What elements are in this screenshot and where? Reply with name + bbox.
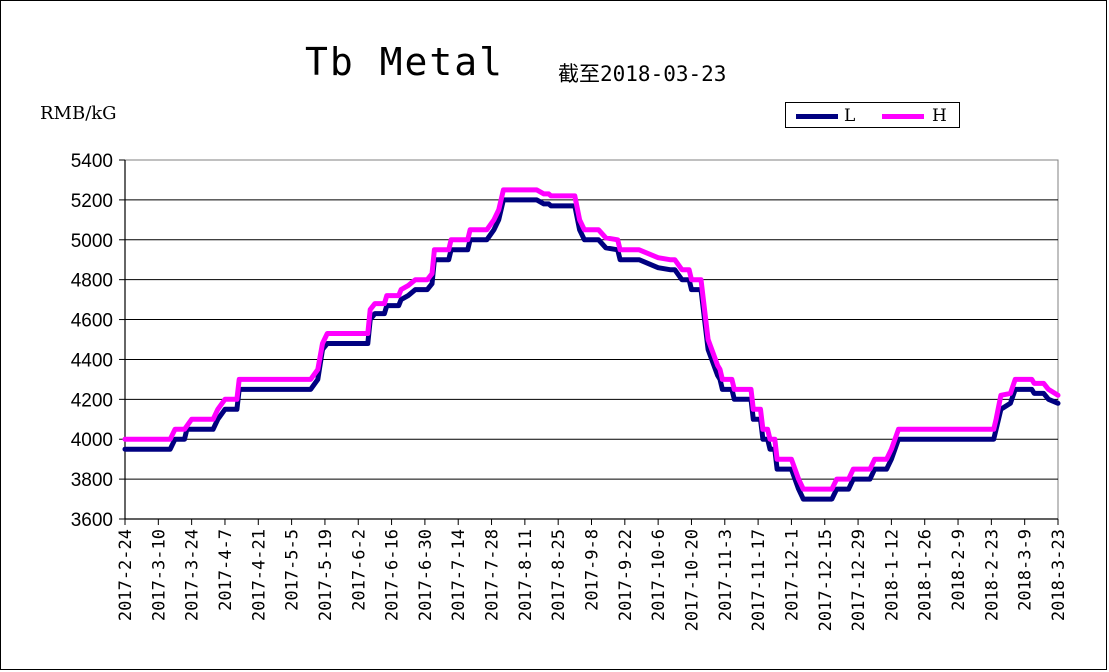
chart-subtitle: 截至2018-03-23 <box>558 62 727 86</box>
x-tick-label: 2017-2-24 <box>116 529 136 621</box>
x-tick-label: 2018-1-26 <box>916 529 936 621</box>
legend: L H <box>785 102 960 128</box>
x-tick-label: 2017-12-29 <box>849 529 869 631</box>
y-tick-label: 4600 <box>71 311 113 332</box>
y-tick-label: 3800 <box>71 470 113 491</box>
y-tick-label: 4800 <box>71 271 113 292</box>
x-tick-label: 2018-3-23 <box>1049 529 1069 621</box>
x-tick-label: 2017-12-1 <box>782 529 802 621</box>
x-tick-label: 2017-11-3 <box>716 529 736 621</box>
x-tick-label: 2017-9-8 <box>583 529 603 611</box>
x-tick-label: 2017-3-24 <box>183 529 203 621</box>
legend-swatch-l <box>796 114 838 119</box>
x-tick-label: 2017-10-20 <box>682 529 702 631</box>
legend-label-h: H <box>932 106 947 126</box>
x-tick-label: 2017-7-28 <box>483 529 503 621</box>
x-tick-label: 2017-5-5 <box>283 529 303 611</box>
x-tick-label: 2017-9-22 <box>616 529 636 621</box>
y-tick-label: 3600 <box>71 510 113 531</box>
y-axis-unit-label: RMB/kG <box>40 103 117 124</box>
x-tick-label: 2018-3-9 <box>1016 529 1036 611</box>
x-tick-label: 2017-8-11 <box>516 529 536 621</box>
x-tick-label: 2018-2-9 <box>949 529 969 611</box>
y-tick-label: 5000 <box>71 231 113 252</box>
y-tick-label: 4400 <box>71 350 113 371</box>
x-tick-label: 2017-8-25 <box>549 529 569 621</box>
x-tick-label: 2018-1-12 <box>882 529 902 621</box>
x-tick-label: 2017-11-17 <box>749 529 769 631</box>
legend-swatch-h <box>882 114 924 119</box>
x-tick-label: 2017-4-21 <box>249 529 269 621</box>
x-tick-label: 2017-6-16 <box>383 529 403 621</box>
x-tick-label: 2017-4-7 <box>216 529 236 611</box>
x-tick-label: 2017-5-19 <box>316 529 336 621</box>
x-tick-label: 2017-7-14 <box>449 529 469 621</box>
y-tick-label: 4000 <box>71 430 113 451</box>
x-tick-label: 2017-6-2 <box>349 529 369 611</box>
x-tick-label: 2018-2-23 <box>982 529 1002 621</box>
chart-title: Tb Metal <box>305 40 505 84</box>
series-line-h <box>122 187 1061 492</box>
y-tick-label: 5200 <box>71 191 113 212</box>
x-tick-label: 2017-3-10 <box>149 529 169 621</box>
y-tick-label: 5400 <box>71 151 113 172</box>
x-tick-label: 2017-10-6 <box>649 529 669 621</box>
plot-area <box>124 159 1059 520</box>
y-tick-label: 4200 <box>71 390 113 411</box>
x-tick-label: 2017-12-15 <box>816 529 836 631</box>
legend-label-l: L <box>844 106 856 126</box>
x-tick-label: 2017-6-30 <box>416 529 436 621</box>
